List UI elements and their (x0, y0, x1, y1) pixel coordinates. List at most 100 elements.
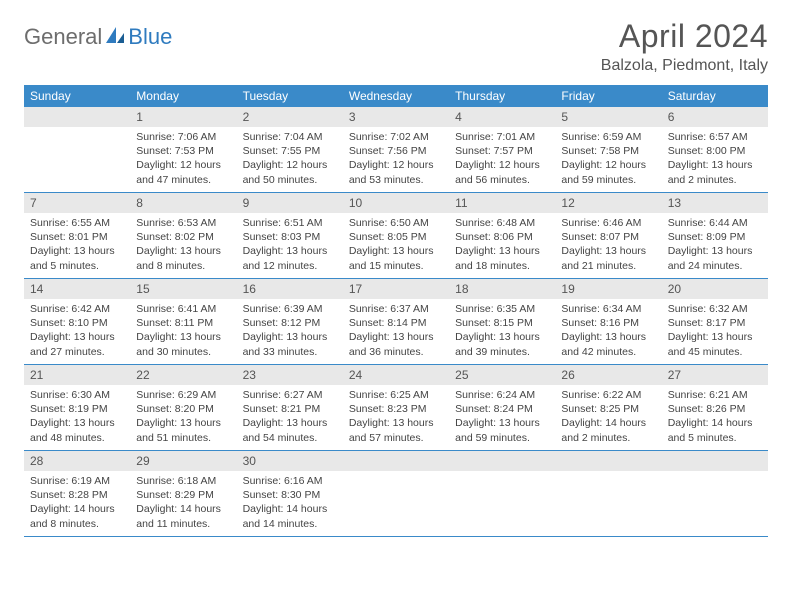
cell-body: Sunrise: 6:21 AMSunset: 8:26 PMDaylight:… (662, 385, 768, 445)
daylight-text: Daylight: 13 hours and 54 minutes. (243, 416, 337, 444)
date-number: 18 (449, 279, 555, 299)
sunrise-text: Sunrise: 6:30 AM (30, 388, 124, 402)
week-row: 14Sunrise: 6:42 AMSunset: 8:10 PMDayligh… (24, 279, 768, 365)
sunrise-text: Sunrise: 7:01 AM (455, 130, 549, 144)
date-number (662, 451, 768, 471)
calendar-cell: 23Sunrise: 6:27 AMSunset: 8:21 PMDayligh… (237, 365, 343, 451)
calendar-cell: 27Sunrise: 6:21 AMSunset: 8:26 PMDayligh… (662, 365, 768, 451)
calendar-cell: 18Sunrise: 6:35 AMSunset: 8:15 PMDayligh… (449, 279, 555, 365)
daylight-text: Daylight: 13 hours and 21 minutes. (561, 244, 655, 272)
sunrise-text: Sunrise: 6:37 AM (349, 302, 443, 316)
sunrise-text: Sunrise: 7:04 AM (243, 130, 337, 144)
daylight-text: Daylight: 12 hours and 59 minutes. (561, 158, 655, 186)
daylight-text: Daylight: 13 hours and 18 minutes. (455, 244, 549, 272)
cell-body: Sunrise: 6:30 AMSunset: 8:19 PMDaylight:… (24, 385, 130, 445)
sunset-text: Sunset: 8:01 PM (30, 230, 124, 244)
sunrise-text: Sunrise: 6:29 AM (136, 388, 230, 402)
date-number: 3 (343, 107, 449, 127)
daylight-text: Daylight: 14 hours and 14 minutes. (243, 502, 337, 530)
daylight-text: Daylight: 13 hours and 39 minutes. (455, 330, 549, 358)
date-number: 1 (130, 107, 236, 127)
date-number: 11 (449, 193, 555, 213)
sunset-text: Sunset: 8:07 PM (561, 230, 655, 244)
daylight-text: Daylight: 13 hours and 27 minutes. (30, 330, 124, 358)
daylight-text: Daylight: 13 hours and 24 minutes. (668, 244, 762, 272)
date-number: 23 (237, 365, 343, 385)
sunrise-text: Sunrise: 7:06 AM (136, 130, 230, 144)
sunrise-text: Sunrise: 6:21 AM (668, 388, 762, 402)
date-number: 9 (237, 193, 343, 213)
sunset-text: Sunset: 8:12 PM (243, 316, 337, 330)
calendar-cell: 2Sunrise: 7:04 AMSunset: 7:55 PMDaylight… (237, 107, 343, 193)
sunrise-text: Sunrise: 6:16 AM (243, 474, 337, 488)
daylight-text: Daylight: 13 hours and 5 minutes. (30, 244, 124, 272)
calendar-cell: 8Sunrise: 6:53 AMSunset: 8:02 PMDaylight… (130, 193, 236, 279)
sunrise-text: Sunrise: 6:32 AM (668, 302, 762, 316)
sunset-text: Sunset: 8:20 PM (136, 402, 230, 416)
cell-body: Sunrise: 6:25 AMSunset: 8:23 PMDaylight:… (343, 385, 449, 445)
cell-body: Sunrise: 6:44 AMSunset: 8:09 PMDaylight:… (662, 213, 768, 273)
calendar-cell: 13Sunrise: 6:44 AMSunset: 8:09 PMDayligh… (662, 193, 768, 279)
sunset-text: Sunset: 7:57 PM (455, 144, 549, 158)
calendar-cell: 30 Sunrise: 6:16 AMSunset: 8:30 PMDayligh… (237, 451, 343, 537)
date-number: 28 (24, 451, 130, 471)
calendar-cell: 19Sunrise: 6:34 AMSunset: 8:16 PMDayligh… (555, 279, 661, 365)
day-header-row: Sunday Monday Tuesday Wednesday Thursday… (24, 85, 768, 107)
sunrise-text: Sunrise: 6:19 AM (30, 474, 124, 488)
calendar-cell: 24Sunrise: 6:25 AMSunset: 8:23 PMDayligh… (343, 365, 449, 451)
sunset-text: Sunset: 8:21 PM (243, 402, 337, 416)
title-block: April 2024 Balzola, Piedmont, Italy (601, 18, 768, 75)
calendar-cell: 25Sunrise: 6:24 AMSunset: 8:24 PMDayligh… (449, 365, 555, 451)
daylight-text: Daylight: 14 hours and 5 minutes. (668, 416, 762, 444)
cell-body: Sunrise: 6:46 AMSunset: 8:07 PMDaylight:… (555, 213, 661, 273)
daylight-text: Daylight: 13 hours and 59 minutes. (455, 416, 549, 444)
cell-body: Sunrise: 6:35 AMSunset: 8:15 PMDaylight:… (449, 299, 555, 359)
daylight-text: Daylight: 14 hours and 2 minutes. (561, 416, 655, 444)
sunrise-text: Sunrise: 6:46 AM (561, 216, 655, 230)
daylight-text: Daylight: 13 hours and 30 minutes. (136, 330, 230, 358)
day-header: Monday (130, 85, 236, 107)
sunrise-text: Sunrise: 6:39 AM (243, 302, 337, 316)
daylight-text: Daylight: 13 hours and 33 minutes. (243, 330, 337, 358)
sunset-text: Sunset: 8:29 PM (136, 488, 230, 502)
brand-part1: General (24, 24, 102, 50)
sunset-text: Sunset: 8:06 PM (455, 230, 549, 244)
cell-body: Sunrise: 6:50 AMSunset: 8:05 PMDaylight:… (343, 213, 449, 273)
daylight-text: Daylight: 12 hours and 47 minutes. (136, 158, 230, 186)
day-header: Thursday (449, 85, 555, 107)
sunrise-text: Sunrise: 6:22 AM (561, 388, 655, 402)
cell-body: Sunrise: 7:01 AMSunset: 7:57 PMDaylight:… (449, 127, 555, 187)
day-header: Sunday (24, 85, 130, 107)
sunrise-text: Sunrise: 6:50 AM (349, 216, 443, 230)
calendar-cell: 28Sunrise: 6:19 AMSunset: 8:28 PMDayligh… (24, 451, 130, 537)
daylight-text: Daylight: 12 hours and 53 minutes. (349, 158, 443, 186)
cell-body: Sunrise: 6:18 AMSunset: 8:29 PMDaylight:… (130, 471, 236, 531)
day-header: Saturday (662, 85, 768, 107)
daylight-text: Daylight: 14 hours and 8 minutes. (30, 502, 124, 530)
sunrise-text: Sunrise: 6:42 AM (30, 302, 124, 316)
calendar-cell: 26Sunrise: 6:22 AMSunset: 8:25 PMDayligh… (555, 365, 661, 451)
calendar-cell (449, 451, 555, 537)
calendar-cell (343, 451, 449, 537)
daylight-text: Daylight: 13 hours and 42 minutes. (561, 330, 655, 358)
calendar-grid: Sunday Monday Tuesday Wednesday Thursday… (24, 85, 768, 537)
date-number: 12 (555, 193, 661, 213)
date-number: 24 (343, 365, 449, 385)
date-number (449, 451, 555, 471)
sunset-text: Sunset: 8:30 PM (243, 488, 337, 502)
date-number: 30 (237, 451, 343, 471)
cell-body: Sunrise: 6:29 AMSunset: 8:20 PMDaylight:… (130, 385, 236, 445)
sunset-text: Sunset: 8:02 PM (136, 230, 230, 244)
sunset-text: Sunset: 8:25 PM (561, 402, 655, 416)
date-number: 21 (24, 365, 130, 385)
daylight-text: Daylight: 13 hours and 8 minutes. (136, 244, 230, 272)
sunset-text: Sunset: 8:00 PM (668, 144, 762, 158)
cell-body: Sunrise: 6:57 AMSunset: 8:00 PMDaylight:… (662, 127, 768, 187)
calendar-cell: 29Sunrise: 6:18 AMSunset: 8:29 PMDayligh… (130, 451, 236, 537)
day-header: Tuesday (237, 85, 343, 107)
calendar-cell: 22Sunrise: 6:29 AMSunset: 8:20 PMDayligh… (130, 365, 236, 451)
calendar-cell: 20Sunrise: 6:32 AMSunset: 8:17 PMDayligh… (662, 279, 768, 365)
daylight-text: Daylight: 13 hours and 48 minutes. (30, 416, 124, 444)
cell-body: Sunrise: 6:19 AMSunset: 8:28 PMDaylight:… (24, 471, 130, 531)
sunset-text: Sunset: 8:10 PM (30, 316, 124, 330)
